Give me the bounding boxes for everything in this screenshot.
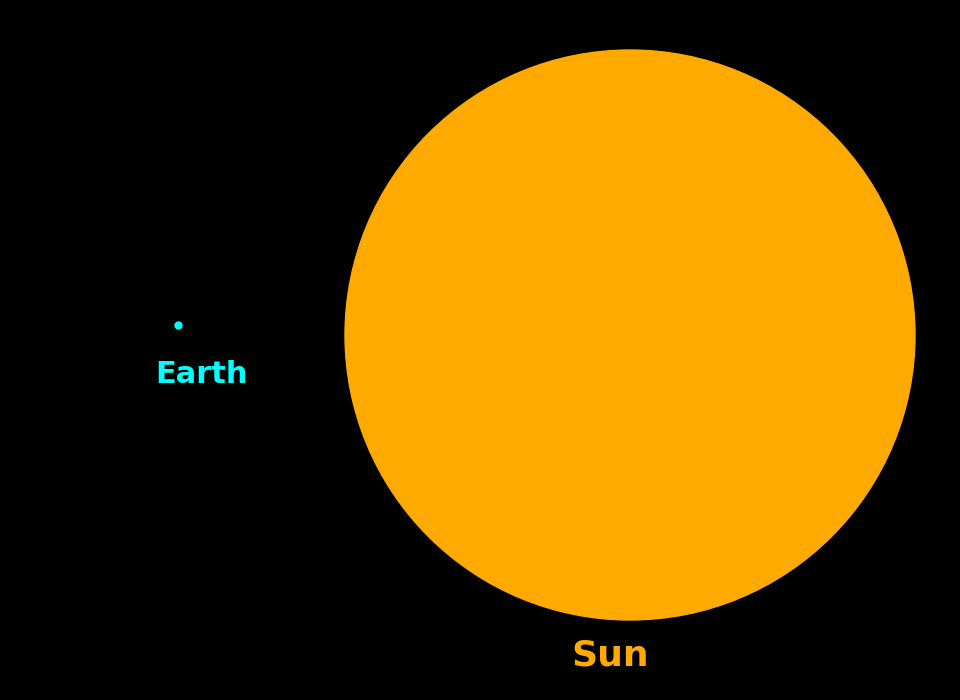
Circle shape	[345, 50, 915, 620]
Text: Sun: Sun	[571, 638, 649, 672]
Text: Earth: Earth	[155, 360, 248, 389]
